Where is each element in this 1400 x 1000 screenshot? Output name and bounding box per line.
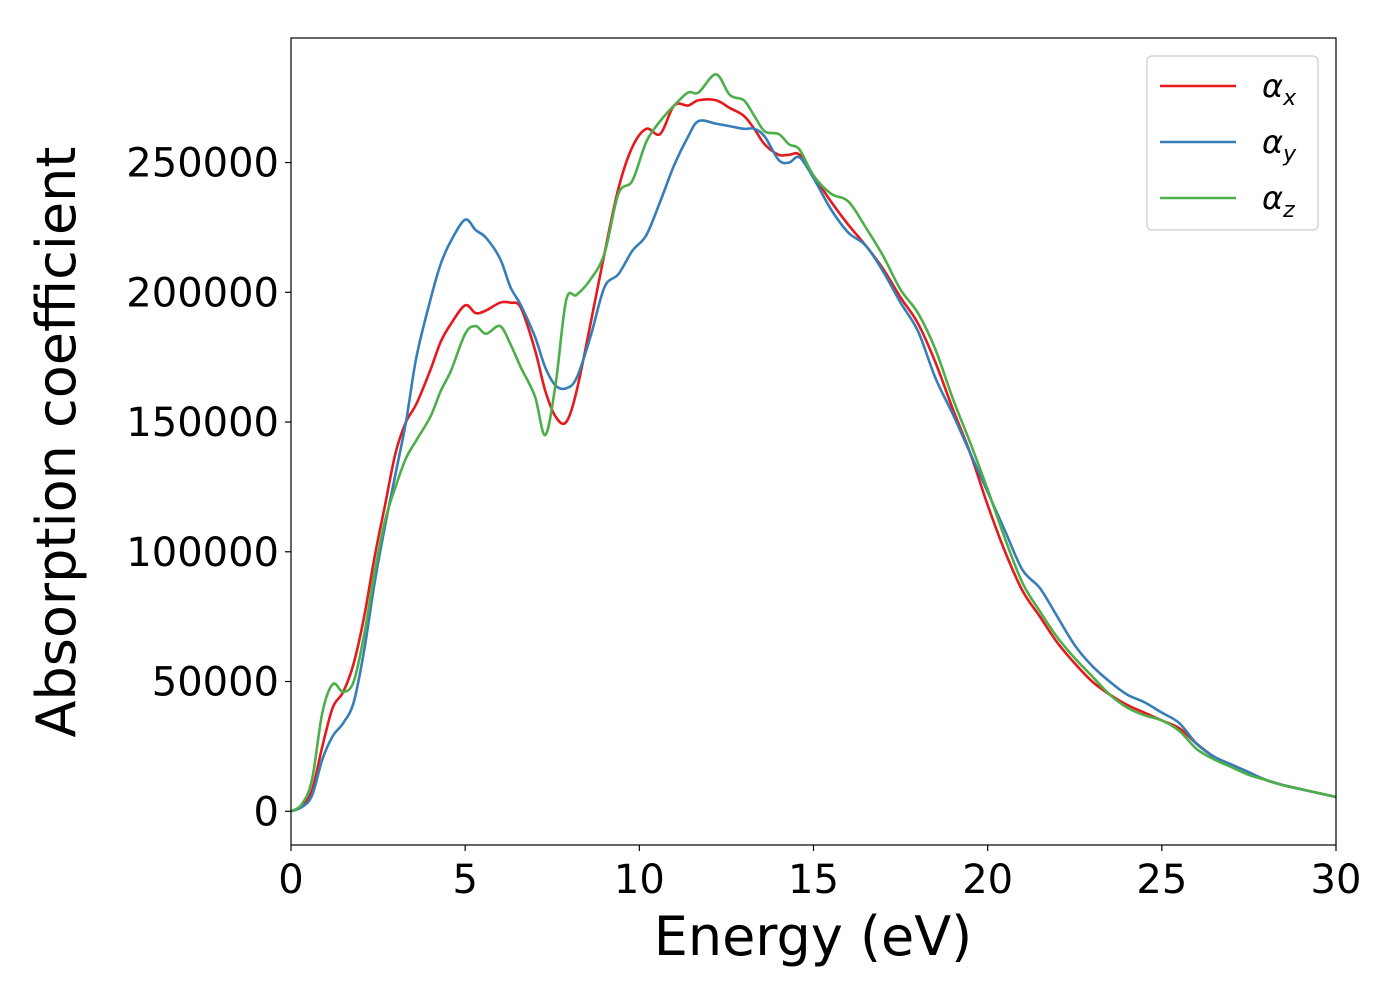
y-tick-label: 150000 <box>126 400 279 446</box>
series-line-alpha-x <box>291 98 1336 813</box>
x-tick-label: 20 <box>962 857 1013 903</box>
legend: αx αy αz <box>1146 55 1319 231</box>
legend-label-alpha-z: αz <box>1262 179 1295 223</box>
y-tick-label: 250000 <box>126 141 279 187</box>
y-axis-title: Absorption coefficient <box>25 147 88 738</box>
series-line-alpha-y <box>291 119 1336 813</box>
axes: 0 5 10 15 20 25 30 0 50000 100000 150000 200000 2500… <box>126 37 1362 903</box>
x-tick-label: 5 <box>452 857 477 903</box>
x-tick-label: 30 <box>1311 857 1362 903</box>
x-tick-label: 25 <box>1136 857 1187 903</box>
x-axis-title: Energy (eV) <box>654 905 973 968</box>
x-tick-label: 0 <box>278 857 303 903</box>
x-tick-label: 10 <box>614 857 665 903</box>
y-tick-label: 100000 <box>126 530 279 576</box>
series-line-alpha-z <box>291 73 1336 813</box>
legend-label-alpha-x: αx <box>1262 67 1297 111</box>
y-tick-label: 200000 <box>126 270 279 316</box>
legend-label-alpha-y: αy <box>1262 123 1297 167</box>
y-tick-label: 50000 <box>152 660 279 706</box>
plot-area <box>291 73 1336 813</box>
y-tick-label: 0 <box>254 789 279 835</box>
x-tick-label: 15 <box>788 857 839 903</box>
